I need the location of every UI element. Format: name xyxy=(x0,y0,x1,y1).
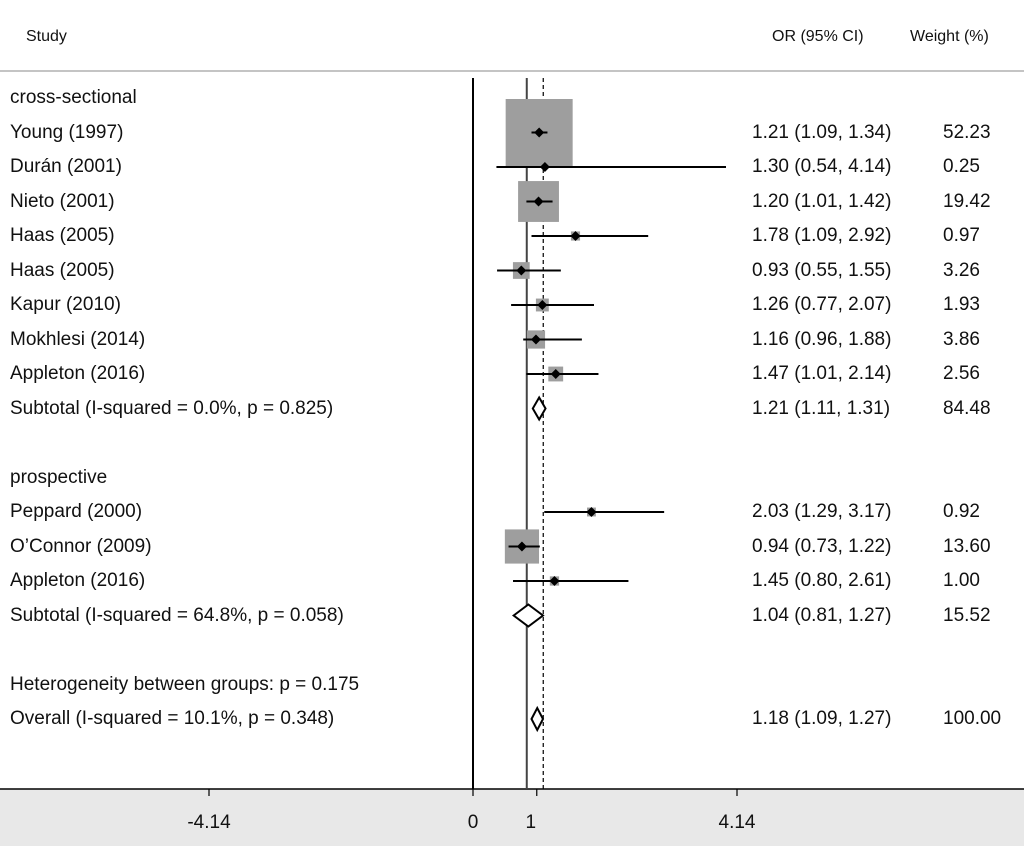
point-estimate xyxy=(549,576,560,586)
subtotal-diamond xyxy=(511,603,545,628)
or-ci-value: 1.78 (1.09, 2.92) xyxy=(752,225,892,246)
or-ci-value: 1.21 (1.11, 1.31) xyxy=(752,397,891,419)
point-estimate xyxy=(539,162,550,172)
study-label: Haas (2005) xyxy=(10,225,115,246)
weight-value: 100.00 xyxy=(943,708,1002,729)
header-study: Study xyxy=(26,28,67,45)
heterogeneity-label: Heterogeneity between groups: p = 0.175 xyxy=(10,673,360,695)
study-label: Haas (2005) xyxy=(10,259,115,281)
header-weight: Weight (%) xyxy=(910,28,989,45)
subtotal-diamond xyxy=(531,395,547,422)
subtotal-diamond-label: Subtotal (I-squared = 64.8%, p = 0.058) xyxy=(10,604,344,626)
subtotal-diamond-label: Subtotal (I-squared = 0.0%, p = 0.825) xyxy=(10,397,334,419)
x-tick-label: -4.14 xyxy=(187,812,231,833)
study-label: Nieto (2001) xyxy=(10,190,115,212)
or-ci-value: 1.04 (0.81, 1.27) xyxy=(752,604,892,626)
weight-value: 3.86 xyxy=(943,328,980,350)
or-ci-value: 1.45 (0.80, 2.61) xyxy=(752,570,892,591)
or-ci-value: 1.18 (1.09, 1.27) xyxy=(752,708,892,729)
weight-value: 0.97 xyxy=(943,225,980,246)
overall-diamond xyxy=(530,705,545,733)
or-ci-value: 2.03 (1.29, 3.17) xyxy=(752,501,892,522)
weight-value: 2.56 xyxy=(943,363,980,384)
study-label: Appleton (2016) xyxy=(10,570,146,591)
point-estimate xyxy=(537,300,548,310)
or-ci-value: 1.47 (1.01, 2.14) xyxy=(752,363,892,384)
or-ci-value: 1.16 (0.96, 1.88) xyxy=(752,328,892,350)
weight-value: 13.60 xyxy=(943,535,991,557)
or-ci-value: 1.30 (0.54, 4.14) xyxy=(752,156,892,177)
weight-value: 1.00 xyxy=(943,570,980,591)
point-estimate xyxy=(530,334,541,345)
or-ci-value: 0.93 (0.55, 1.55) xyxy=(752,259,892,281)
weight-value: 19.42 xyxy=(943,190,991,212)
point-estimate xyxy=(534,127,545,138)
or-ci-value: 1.21 (1.09, 1.34) xyxy=(752,121,892,143)
study-label: Appleton (2016) xyxy=(10,363,146,384)
x-tick-label: 1 xyxy=(525,812,536,833)
x-axis-band xyxy=(0,789,1024,846)
study-label: Peppard (2000) xyxy=(10,501,143,522)
point-estimate xyxy=(570,231,581,241)
header-or-ci: OR (95% CI) xyxy=(772,28,864,45)
study-label: Durán (2001) xyxy=(10,156,122,177)
point-estimate xyxy=(516,265,527,276)
point-estimate xyxy=(586,507,597,517)
or-ci-value: 1.20 (1.01, 1.42) xyxy=(752,190,892,212)
weight-value: 3.26 xyxy=(943,259,980,281)
x-tick-label: 0 xyxy=(468,812,479,833)
weight-value: 52.23 xyxy=(943,121,991,143)
overall-diamond-label: Overall (I-squared = 10.1%, p = 0.348) xyxy=(10,708,335,729)
study-label: O’Connor (2009) xyxy=(10,535,152,557)
study-label: Mokhlesi (2014) xyxy=(10,328,146,350)
or-ci-value: 1.26 (0.77, 2.07) xyxy=(752,294,892,315)
point-estimate xyxy=(533,196,544,207)
point-estimate xyxy=(516,541,527,552)
weight-value: 84.48 xyxy=(943,397,991,419)
weight-value: 15.52 xyxy=(943,604,991,626)
group-label: prospective xyxy=(10,466,108,488)
weight-value: 1.93 xyxy=(943,294,980,315)
weight-value: 0.25 xyxy=(943,156,980,177)
study-label: Kapur (2010) xyxy=(10,294,121,315)
study-label: Young (1997) xyxy=(10,121,124,143)
point-estimate xyxy=(550,369,561,379)
weight-value: 0.92 xyxy=(943,501,980,522)
group-label: cross-sectional xyxy=(10,87,137,108)
x-tick-label: 4.14 xyxy=(719,812,756,833)
or-ci-value: 0.94 (0.73, 1.22) xyxy=(752,535,892,557)
